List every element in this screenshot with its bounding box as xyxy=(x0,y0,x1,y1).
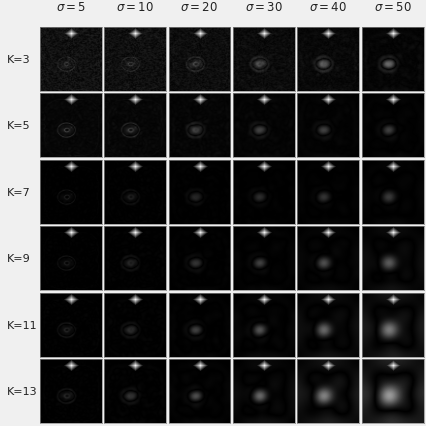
Text: $\sigma = 10$: $\sigma = 10$ xyxy=(116,1,154,14)
Text: $\sigma = 30$: $\sigma = 30$ xyxy=(244,1,282,14)
Text: $\sigma = 5$: $\sigma = 5$ xyxy=(55,1,86,14)
Text: K=7: K=7 xyxy=(7,187,31,197)
Text: K=13: K=13 xyxy=(7,386,37,397)
Text: $\sigma = 40$: $\sigma = 40$ xyxy=(308,1,346,14)
Text: K=3: K=3 xyxy=(7,55,31,65)
Text: K=5: K=5 xyxy=(7,121,31,131)
Text: $\sigma = 50$: $\sigma = 50$ xyxy=(373,1,411,14)
Text: $\sigma = 20$: $\sigma = 20$ xyxy=(180,1,218,14)
Text: K=11: K=11 xyxy=(7,320,37,330)
Text: K=9: K=9 xyxy=(7,254,31,264)
